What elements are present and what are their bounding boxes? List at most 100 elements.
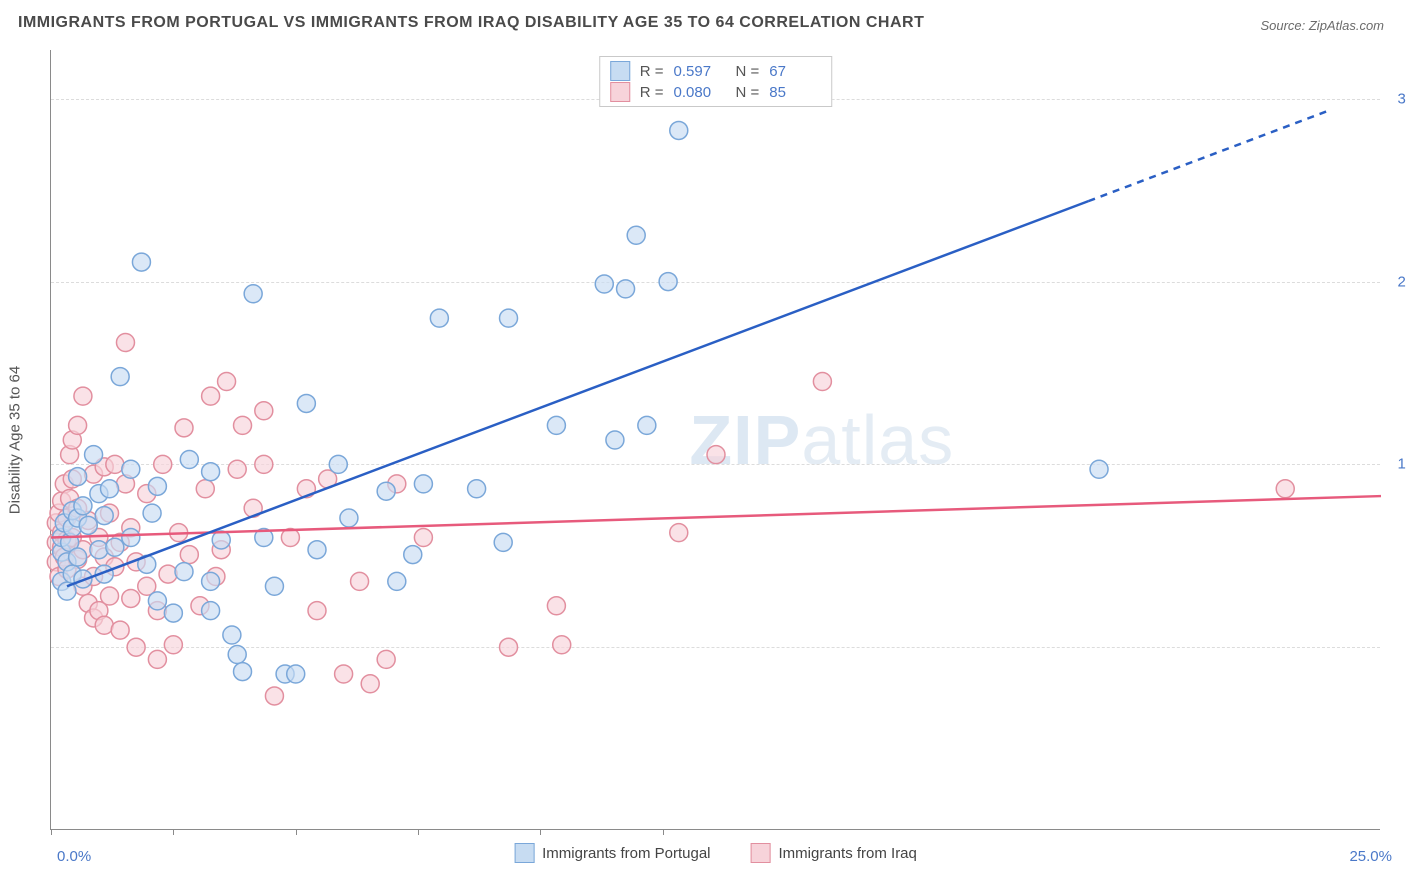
data-point-iraq bbox=[351, 572, 369, 590]
stats-label-r: R = bbox=[640, 63, 664, 80]
data-point-portugal bbox=[143, 504, 161, 522]
data-point-portugal bbox=[244, 285, 262, 303]
data-point-portugal bbox=[122, 529, 140, 547]
scatter-svg bbox=[51, 50, 1380, 829]
data-point-iraq bbox=[159, 565, 177, 583]
x-tick bbox=[418, 829, 419, 835]
data-point-portugal bbox=[106, 538, 124, 556]
swatch-portugal bbox=[514, 843, 534, 863]
trend-line-portugal-extrapolated bbox=[1088, 111, 1327, 201]
stats-label-r: R = bbox=[640, 84, 664, 101]
x-tick bbox=[540, 829, 541, 835]
data-point-portugal bbox=[265, 577, 283, 595]
legend-label-iraq: Immigrants from Iraq bbox=[779, 845, 917, 862]
data-point-portugal bbox=[329, 455, 347, 473]
data-point-iraq bbox=[154, 455, 172, 473]
data-point-portugal bbox=[617, 280, 635, 298]
data-point-iraq bbox=[148, 650, 166, 668]
y-tick-label: 30.0% bbox=[1397, 90, 1406, 107]
bottom-legend: Immigrants from Portugal Immigrants from… bbox=[514, 843, 917, 863]
swatch-iraq bbox=[751, 843, 771, 863]
data-point-portugal bbox=[638, 416, 656, 434]
data-point-iraq bbox=[175, 419, 193, 437]
data-point-portugal bbox=[308, 541, 326, 559]
stats-row-portugal: R = 0.597 N = 67 bbox=[610, 61, 822, 81]
data-point-portugal bbox=[164, 604, 182, 622]
data-point-portugal bbox=[547, 416, 565, 434]
data-point-portugal bbox=[659, 273, 677, 291]
data-point-portugal bbox=[223, 626, 241, 644]
data-point-iraq bbox=[308, 602, 326, 620]
data-point-portugal bbox=[228, 646, 246, 664]
data-point-portugal bbox=[122, 460, 140, 478]
stats-label-n: N = bbox=[736, 63, 760, 80]
data-point-portugal bbox=[606, 431, 624, 449]
data-point-portugal bbox=[69, 468, 87, 486]
x-tick-label-right: 25.0% bbox=[1349, 848, 1392, 865]
stats-row-iraq: R = 0.080 N = 85 bbox=[610, 82, 822, 102]
data-point-portugal bbox=[500, 309, 518, 327]
data-point-portugal bbox=[148, 477, 166, 495]
x-tick bbox=[296, 829, 297, 835]
data-point-iraq bbox=[265, 687, 283, 705]
stats-legend: R = 0.597 N = 67 R = 0.080 N = 85 bbox=[599, 56, 833, 107]
legend-item-iraq: Immigrants from Iraq bbox=[751, 843, 917, 863]
data-point-iraq bbox=[500, 638, 518, 656]
data-point-iraq bbox=[813, 373, 831, 391]
stats-r-portugal: 0.597 bbox=[674, 63, 726, 80]
data-point-iraq bbox=[1276, 480, 1294, 498]
data-point-portugal bbox=[175, 563, 193, 581]
data-point-iraq bbox=[202, 387, 220, 405]
data-point-iraq bbox=[127, 638, 145, 656]
data-point-portugal bbox=[132, 253, 150, 271]
data-point-portugal bbox=[202, 572, 220, 590]
data-point-portugal bbox=[404, 546, 422, 564]
data-point-iraq bbox=[101, 587, 119, 605]
data-point-portugal bbox=[414, 475, 432, 493]
data-point-iraq bbox=[106, 455, 124, 473]
data-point-portugal bbox=[111, 368, 129, 386]
data-point-iraq bbox=[180, 546, 198, 564]
x-tick-label-left: 0.0% bbox=[57, 848, 91, 865]
chart-title: IMMIGRANTS FROM PORTUGAL VS IMMIGRANTS F… bbox=[18, 14, 924, 32]
data-point-portugal bbox=[95, 507, 113, 525]
stats-r-iraq: 0.080 bbox=[674, 84, 726, 101]
data-point-iraq bbox=[335, 665, 353, 683]
data-point-portugal bbox=[595, 275, 613, 293]
data-point-portugal bbox=[101, 480, 119, 498]
y-tick-label: 15.0% bbox=[1397, 456, 1406, 473]
data-point-portugal bbox=[430, 309, 448, 327]
data-point-portugal bbox=[494, 533, 512, 551]
data-point-portugal bbox=[297, 394, 315, 412]
data-point-portugal bbox=[287, 665, 305, 683]
stats-n-portugal: 67 bbox=[769, 63, 821, 80]
data-point-iraq bbox=[111, 621, 129, 639]
data-point-portugal bbox=[85, 446, 103, 464]
data-point-iraq bbox=[196, 480, 214, 498]
stats-label-n: N = bbox=[736, 84, 760, 101]
data-point-portugal bbox=[1090, 460, 1108, 478]
data-point-iraq bbox=[553, 636, 571, 654]
data-point-iraq bbox=[707, 446, 725, 464]
plot-area: ZIPatlas Disability Age 35 to 64 7.5%15.… bbox=[50, 50, 1380, 830]
data-point-iraq bbox=[228, 460, 246, 478]
data-point-portugal bbox=[377, 482, 395, 500]
data-point-portugal bbox=[69, 548, 87, 566]
data-point-iraq bbox=[547, 597, 565, 615]
data-point-portugal bbox=[79, 516, 97, 534]
data-point-iraq bbox=[361, 675, 379, 693]
data-point-portugal bbox=[234, 663, 252, 681]
y-axis-label: Disability Age 35 to 64 bbox=[7, 365, 24, 513]
data-point-iraq bbox=[95, 616, 113, 634]
data-point-portugal bbox=[388, 572, 406, 590]
data-point-iraq bbox=[255, 455, 273, 473]
data-point-iraq bbox=[116, 334, 134, 352]
data-point-portugal bbox=[670, 121, 688, 139]
data-point-portugal bbox=[340, 509, 358, 527]
data-point-portugal bbox=[627, 226, 645, 244]
trend-line-portugal bbox=[67, 201, 1088, 586]
data-point-portugal bbox=[202, 463, 220, 481]
data-point-iraq bbox=[218, 373, 236, 391]
x-tick bbox=[663, 829, 664, 835]
data-point-iraq bbox=[164, 636, 182, 654]
